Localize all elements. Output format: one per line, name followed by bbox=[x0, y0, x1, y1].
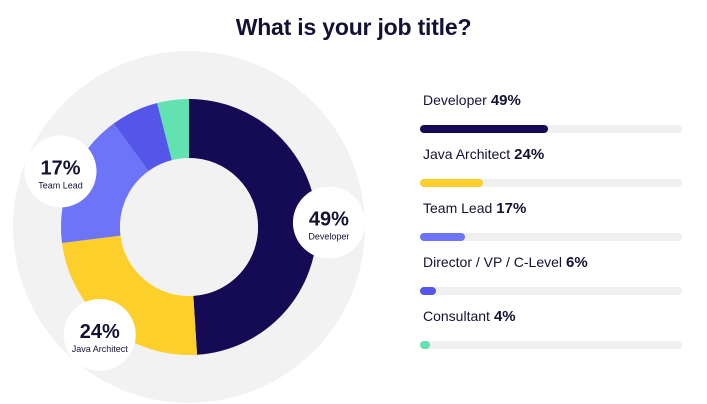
pie-slice-consultant bbox=[157, 99, 189, 161]
bar-label: Developer 49% bbox=[423, 92, 521, 109]
callout-bubble bbox=[292, 186, 365, 259]
pie-slice-director-vp-c-level bbox=[113, 103, 172, 172]
callout-category: Java Architect bbox=[72, 344, 129, 354]
slice-callout-team-lead: 17%Team Lead bbox=[24, 135, 97, 208]
bar-track bbox=[420, 287, 682, 295]
chart-title: What is your job title? bbox=[235, 14, 472, 40]
callout-category: Team Lead bbox=[38, 180, 83, 190]
donut-hole bbox=[120, 158, 258, 296]
bar-track bbox=[420, 179, 682, 187]
bar-track bbox=[420, 233, 682, 241]
callout-value: 49% bbox=[309, 209, 349, 231]
bar-value: 24% bbox=[514, 146, 545, 163]
callout-category: Developer bbox=[308, 232, 349, 242]
bar-fill-java-architect bbox=[420, 179, 483, 187]
slice-callout-java-architect: 24%Java Architect bbox=[63, 298, 136, 371]
bar-label: Consultant 4% bbox=[423, 308, 516, 325]
bar-category: Java Architect bbox=[423, 146, 511, 162]
bar-row-team-lead: Team Lead 17% bbox=[420, 200, 682, 250]
bar-value: 17% bbox=[496, 200, 527, 217]
bar-label: Java Architect 24% bbox=[423, 146, 544, 163]
callout-bubble bbox=[24, 135, 97, 208]
bar-row-java-architect: Java Architect 24% bbox=[420, 146, 682, 196]
pie-slice-java-architect bbox=[62, 235, 198, 356]
bar-category: Consultant bbox=[423, 308, 490, 324]
bar-value: 49% bbox=[490, 92, 521, 109]
bar-track bbox=[420, 125, 682, 133]
bar-fill-developer bbox=[420, 125, 548, 133]
callout-value: 24% bbox=[80, 321, 120, 343]
bar-category: Developer bbox=[423, 92, 487, 108]
bar-row-director-vp-c-level: Director / VP / C-Level 6% bbox=[420, 254, 682, 304]
pie-slice-developer bbox=[189, 99, 318, 355]
callout-bubble bbox=[63, 298, 136, 371]
callout-value: 17% bbox=[40, 157, 80, 179]
slice-callout-developer: 49%Developer bbox=[292, 186, 365, 259]
bar-value: 6% bbox=[566, 254, 588, 271]
bar-value: 4% bbox=[493, 308, 516, 325]
bar-track bbox=[420, 341, 682, 349]
bar-category: Team Lead bbox=[423, 200, 493, 216]
pie-slice-team-lead bbox=[61, 123, 149, 244]
bar-label: Director / VP / C-Level 6% bbox=[423, 254, 588, 271]
bar-fill-consultant bbox=[420, 341, 430, 349]
bar-row-developer: Developer 49% bbox=[420, 92, 682, 142]
bar-category: Director / VP / C-Level bbox=[423, 254, 563, 270]
bar-label: Team Lead 17% bbox=[423, 200, 526, 217]
bar-row-consultant: Consultant 4% bbox=[420, 308, 682, 358]
bar-fill-team-lead bbox=[420, 233, 465, 241]
bar-fill-director-vp-c-level bbox=[420, 287, 436, 295]
